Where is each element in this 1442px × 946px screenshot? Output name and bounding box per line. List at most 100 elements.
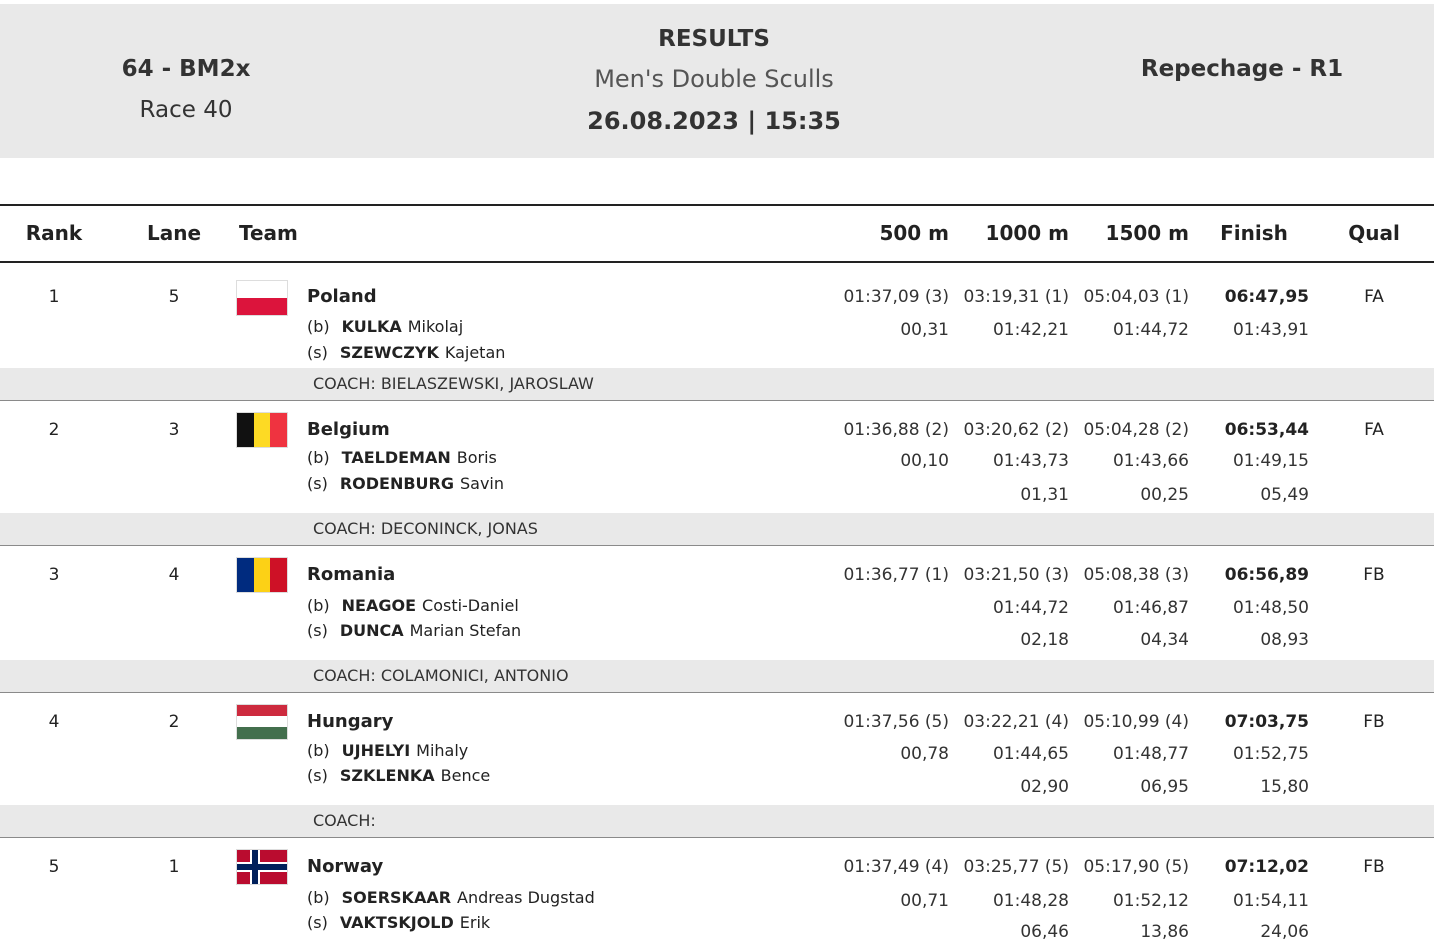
col-qual: Qual [1348, 221, 1400, 245]
segment-1000m: 01:42,21 [992, 320, 1069, 340]
athlete-stroke: (s) VAKTSKJOLD Erik [307, 913, 491, 932]
segment-1500m: 01:44,72 [1112, 320, 1189, 340]
segment-1500m: 01:43,66 [1112, 451, 1189, 471]
athlete-bow: (b) UJHELYI Mihaly [307, 741, 469, 760]
split-500m: 01:36,88 (2) [843, 420, 949, 440]
behind-finish: 24,06 [1260, 922, 1309, 942]
lane-value: 3 [168, 420, 180, 440]
athlete-bow: (b) NEAGOE Costi-Daniel [307, 596, 519, 615]
segment-finish: 01:52,75 [1232, 744, 1309, 764]
athlete-stroke: (s) SZEWCZYK Kajetan [307, 343, 506, 362]
finish-time: 06:56,89 [1224, 565, 1309, 585]
qual-value: FB [1363, 857, 1385, 877]
race-phase: Repechage - R1 [1140, 56, 1344, 82]
segment-finish: 01:54,11 [1232, 891, 1309, 911]
col-lane: Lane [146, 221, 202, 245]
behind-1500m: 00,25 [1140, 485, 1189, 505]
segment-1500m: 01:52,12 [1112, 891, 1189, 911]
qual-value: FB [1363, 565, 1385, 585]
coach-label: COACH: [313, 811, 376, 830]
race-datetime: 26.08.2023 | 15:35 [587, 107, 841, 135]
athlete-stroke: (s) SZKLENKA Bence [307, 766, 491, 785]
split-1500m: 05:08,38 (3) [1083, 565, 1189, 585]
team-name: Romania [307, 564, 396, 585]
romania-flag-icon [237, 558, 287, 592]
coach-label: COACH: COLAMONICI, ANTONIO [313, 666, 569, 685]
lane-value: 1 [168, 857, 180, 877]
segment-finish: 01:48,50 [1232, 598, 1309, 618]
athlete-stroke: (s) DUNCA Marian Stefan [307, 621, 522, 640]
segment-1000m: 01:48,28 [992, 891, 1069, 911]
table-top-rule [0, 204, 1434, 206]
behind-finish: 15,80 [1260, 777, 1309, 797]
col-rank: Rank [25, 221, 83, 245]
behind-1000m: 02,18 [1020, 630, 1069, 650]
col-finish: Finish [1220, 221, 1288, 245]
qual-value: FA [1364, 420, 1384, 440]
athlete-bow: (b) KULKA Mikolaj [307, 317, 464, 336]
athlete-stroke: (s) RODENBURG Savin [307, 474, 505, 493]
coach-row: COACH: COLAMONICI, ANTONIO [0, 660, 1434, 693]
lane-value: 2 [168, 712, 180, 732]
poland-flag-icon [237, 281, 287, 315]
coach-row: COACH: DECONINCK, JONAS [0, 513, 1434, 546]
behind-finish: 08,93 [1260, 630, 1309, 650]
page-title: RESULTS [658, 26, 770, 52]
team-name: Hungary [307, 711, 394, 732]
behind-1500m: 04,34 [1140, 630, 1189, 650]
col-1500m: 1500 m [1105, 221, 1189, 245]
qual-value: FB [1363, 712, 1385, 732]
split-1500m: 05:04,28 (2) [1083, 420, 1189, 440]
behind-1500m: 13,86 [1140, 922, 1189, 942]
segment-1500m: 01:48,77 [1112, 744, 1189, 764]
lane-value: 5 [168, 287, 180, 307]
split-500m: 01:37,09 (3) [843, 287, 949, 307]
finish-time: 07:12,02 [1224, 857, 1309, 877]
behind-1000m: 06,46 [1020, 922, 1069, 942]
athlete-bow: (b) SOERSKAAR Andreas Dugstad [307, 888, 595, 907]
segment-finish: 01:43,91 [1232, 320, 1309, 340]
split-1000m: 03:22,21 (4) [963, 712, 1069, 732]
coach-label: COACH: BIELASZEWSKI, JAROSLAW [313, 374, 594, 393]
behind-1000m: 01,31 [1020, 485, 1069, 505]
finish-time: 07:03,75 [1224, 712, 1309, 732]
results-header [0, 4, 1434, 158]
segment-1000m: 01:44,65 [992, 744, 1069, 764]
norway-flag-icon [237, 850, 287, 884]
rank-value: 4 [48, 712, 60, 732]
behind-finish: 05,49 [1260, 485, 1309, 505]
split-1500m: 05:10,99 (4) [1083, 712, 1189, 732]
belgium-flag-icon [237, 413, 287, 447]
segment-1500m: 01:46,87 [1112, 598, 1189, 618]
qual-value: FA [1364, 287, 1384, 307]
segment-500m: 00,71 [900, 891, 949, 911]
event-name: Men's Double Sculls [594, 65, 834, 93]
split-500m: 01:37,56 (5) [843, 712, 949, 732]
split-1500m: 05:17,90 (5) [1083, 857, 1189, 877]
segment-1000m: 01:44,72 [992, 598, 1069, 618]
finish-time: 06:53,44 [1224, 420, 1309, 440]
segment-500m: 00,78 [900, 744, 949, 764]
split-1000m: 03:20,62 (2) [963, 420, 1069, 440]
athlete-bow: (b) TAELDEMAN Boris [307, 448, 497, 467]
hungary-flag-icon [237, 705, 287, 739]
rank-value: 2 [48, 420, 60, 440]
coach-row: COACH: [0, 805, 1434, 838]
team-name: Belgium [307, 419, 390, 440]
team-name: Norway [307, 856, 384, 877]
segment-500m: 00,31 [900, 320, 949, 340]
segment-1000m: 01:43,73 [992, 451, 1069, 471]
behind-1500m: 06,95 [1140, 777, 1189, 797]
segment-500m: 00,10 [900, 451, 949, 471]
coach-row: COACH: BIELASZEWSKI, JAROSLAW [0, 368, 1434, 401]
behind-1000m: 02,90 [1020, 777, 1069, 797]
rank-value: 5 [48, 857, 60, 877]
event-code: 64 - BM2x [121, 56, 251, 82]
lane-value: 4 [168, 565, 180, 585]
team-name: Poland [307, 286, 377, 307]
race-number: Race 40 [139, 97, 233, 123]
col-500m: 500 m [879, 221, 949, 245]
rank-value: 1 [48, 287, 60, 307]
finish-time: 06:47,95 [1224, 287, 1309, 307]
split-1500m: 05:04,03 (1) [1083, 287, 1189, 307]
